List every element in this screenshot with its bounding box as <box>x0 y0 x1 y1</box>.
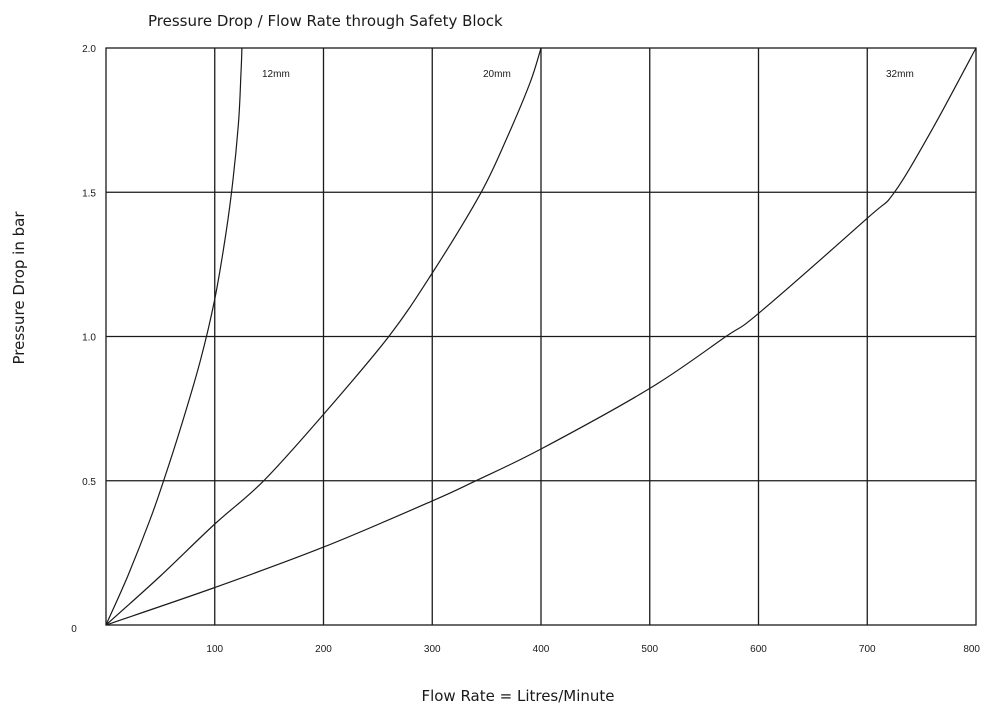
x-tick-label: 800 <box>963 644 980 655</box>
series-label-20mm: 20mm <box>483 69 511 80</box>
y-tick-label: 1.0 <box>82 333 96 344</box>
x-axis-label: Flow Rate = Litres/Minute <box>421 687 614 705</box>
origin-tick-label: 0 <box>71 624 77 635</box>
series-label-32mm: 32mm <box>886 69 914 80</box>
x-tick-label: 300 <box>424 644 441 655</box>
x-tick-label: 600 <box>750 644 767 655</box>
y-tick-label: 0.5 <box>82 477 96 488</box>
series-line-32mm <box>105 47 977 626</box>
series-line-12mm <box>105 47 243 626</box>
x-tick-label: 700 <box>859 644 876 655</box>
series-curves: 12mm 20mm 32mm <box>105 47 977 626</box>
x-tick-labels: 100 200 300 400 500 600 700 800 <box>206 644 980 655</box>
x-tick-label: 500 <box>641 644 658 655</box>
y-tick-label: 2.0 <box>82 44 96 55</box>
series-line-20mm <box>105 47 542 626</box>
x-tick-label: 400 <box>533 644 550 655</box>
series-label-12mm: 12mm <box>262 69 290 80</box>
y-axis-label: Pressure Drop in bar <box>10 211 28 365</box>
chart-title: Pressure Drop / Flow Rate through Safety… <box>148 12 503 30</box>
plot-frame <box>105 47 977 626</box>
y-tick-labels: 0.5 1.0 1.5 2.0 <box>82 44 96 488</box>
x-tick-label: 100 <box>206 644 223 655</box>
x-tick-label: 200 <box>315 644 332 655</box>
grid-lines <box>106 48 976 625</box>
y-tick-label: 1.5 <box>82 188 96 199</box>
